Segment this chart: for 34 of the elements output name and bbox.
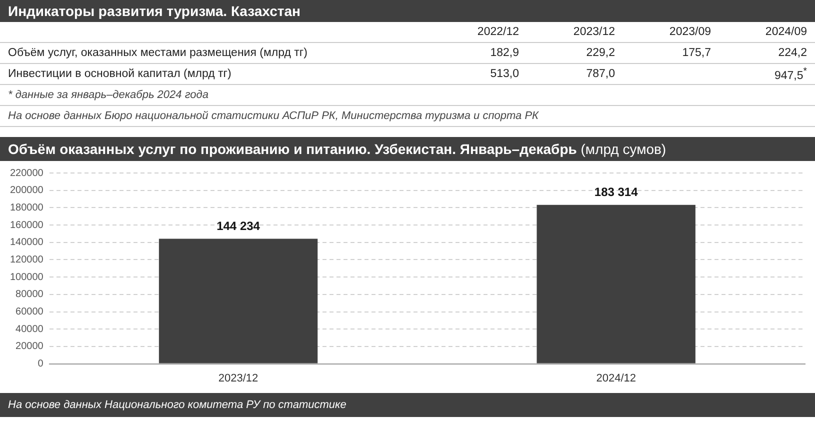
- data-label: 182,9: [431, 42, 527, 64]
- data-label: 175,7: [623, 42, 719, 64]
- data-label: 787,0: [527, 64, 623, 84]
- text: Объём услуг, оказанных местами размещения (млрд тг): [0, 42, 431, 64]
- y-tick-label: 140000: [10, 237, 44, 248]
- text: Индикаторы развития туризма. Казахстан: [0, 0, 815, 22]
- category-label: 2023/09: [623, 22, 719, 42]
- y-tick-label: 60000: [16, 306, 44, 318]
- y-tick-label: 20000: [16, 341, 44, 352]
- data-label: 183 314: [594, 185, 638, 200]
- data-label: 947,5$^{*}$: [719, 64, 815, 84]
- data-label: 224,2: [719, 42, 815, 64]
- y-tick-label: 180000: [10, 202, 44, 214]
- text: * данные за январь–декабрь 2024 года: [0, 85, 815, 106]
- y-tick-label: 160000: [10, 220, 44, 231]
- data-label: 229,2: [527, 42, 623, 64]
- x-tick-label: 2024/12: [596, 372, 636, 384]
- y-tick-label: 40000: [16, 324, 44, 335]
- data-label: 513,0: [431, 64, 527, 84]
- y-tick-label: 200000: [10, 185, 44, 196]
- data-label: 144 234: [216, 219, 260, 234]
- category-label: 2022/12: [431, 22, 527, 42]
- y-tick-label: 120000: [10, 254, 44, 266]
- y-tick-label: 0: [38, 358, 44, 370]
- chart-subtitle: (млрд сумов): [580, 141, 666, 157]
- y-tick-label: 220000: [10, 168, 44, 179]
- y-tick-label: 100000: [10, 272, 44, 283]
- text: На основе данных Национального комитета РУ по статистике: [0, 393, 815, 417]
- chart-title: Объём оказанных услуг по проживанию и питанию. Узбекистан. Январь–декабрь: [8, 141, 577, 157]
- text: Инвестиции в основной капитал (млрд тг): [0, 64, 431, 84]
- text: На основе данных Бюро национальной статистики АСПиР РК, Министерства туризма и спорта РК: [0, 106, 815, 127]
- category-label: 2023/12: [527, 22, 623, 42]
- category-label: 2024/09: [719, 22, 815, 42]
- y-tick-label: 80000: [16, 289, 44, 300]
